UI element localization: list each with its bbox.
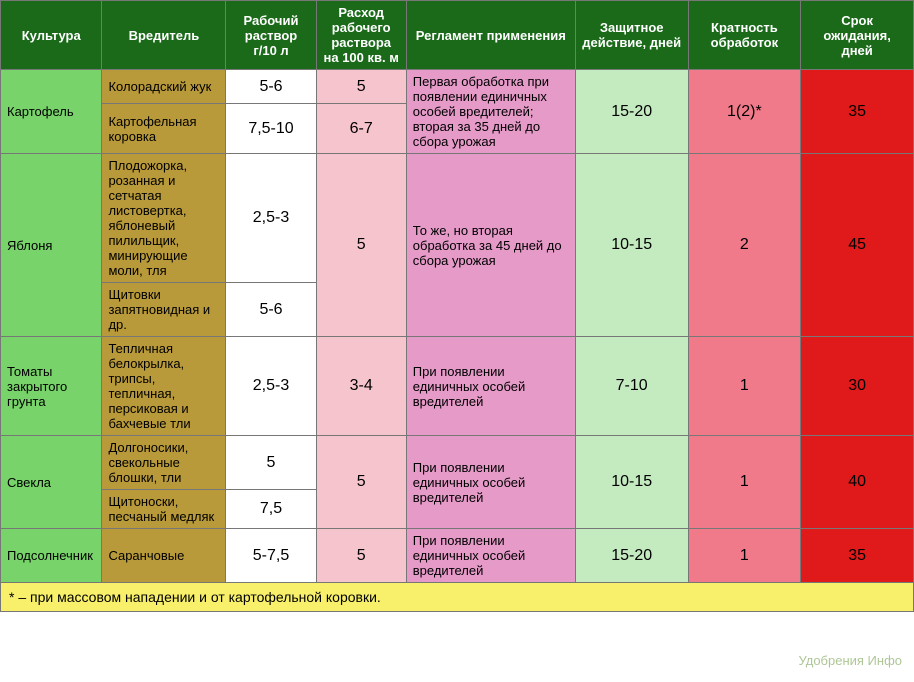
protect-cell: 15-20 <box>575 529 688 583</box>
solution-cell: 5-6 <box>226 283 316 337</box>
multiplicity-cell: 2 <box>688 154 801 337</box>
col-header-7: Срок ожидания, дней <box>801 1 914 70</box>
watermark: Удобрения Инфо <box>798 653 902 668</box>
col-header-4: Регламент применения <box>406 1 575 70</box>
consumption-cell: 6-7 <box>316 104 406 154</box>
regime-cell: При появлении единичных особей вредителе… <box>406 529 575 583</box>
waiting-cell: 45 <box>801 154 914 337</box>
multiplicity-cell: 1(2)* <box>688 70 801 154</box>
regime-cell: При появлении единичных особей вредителе… <box>406 337 575 436</box>
consumption-cell: 5 <box>316 154 406 337</box>
regime-cell: При появлении единичных особей вредителе… <box>406 436 575 529</box>
col-header-5: Защитное действие, дней <box>575 1 688 70</box>
pesticide-table: КультураВредительРабочий раствор г/10 лР… <box>0 0 914 612</box>
culture-cell: Томаты закрытого грунта <box>1 337 102 436</box>
waiting-cell: 35 <box>801 529 914 583</box>
multiplicity-cell: 1 <box>688 337 801 436</box>
table-row: КартофельКолорадский жук5-65Первая обраб… <box>1 70 914 104</box>
table-row: ПодсолнечникСаранчовые5-7,55При появлени… <box>1 529 914 583</box>
waiting-cell: 40 <box>801 436 914 529</box>
culture-cell: Свекла <box>1 436 102 529</box>
solution-cell: 5 <box>226 436 316 490</box>
pest-cell: Плодожорка, розанная и сетчатая листовер… <box>102 154 226 283</box>
multiplicity-cell: 1 <box>688 436 801 529</box>
pest-cell: Колорадский жук <box>102 70 226 104</box>
waiting-cell: 35 <box>801 70 914 154</box>
table-row: Томаты закрытого грунтаТепличная белокры… <box>1 337 914 436</box>
col-header-2: Рабочий раствор г/10 л <box>226 1 316 70</box>
solution-cell: 7,5 <box>226 490 316 529</box>
regime-cell: Первая обработка при появлении единичных… <box>406 70 575 154</box>
multiplicity-cell: 1 <box>688 529 801 583</box>
col-header-3: Расход рабочего раствора на 100 кв. м <box>316 1 406 70</box>
consumption-cell: 3-4 <box>316 337 406 436</box>
culture-cell: Подсолнечник <box>1 529 102 583</box>
footnote: * – при массовом нападении и от картофел… <box>1 583 914 612</box>
protect-cell: 10-15 <box>575 154 688 337</box>
pest-cell: Тепличная белокрылка, трипсы, тепличная,… <box>102 337 226 436</box>
table-row: СвеклаДолгоносики, свекольные блошки, тл… <box>1 436 914 490</box>
col-header-1: Вредитель <box>102 1 226 70</box>
protect-cell: 10-15 <box>575 436 688 529</box>
consumption-cell: 5 <box>316 529 406 583</box>
solution-cell: 2,5-3 <box>226 337 316 436</box>
solution-cell: 2,5-3 <box>226 154 316 283</box>
pest-cell: Щитоноски, песчаный медляк <box>102 490 226 529</box>
waiting-cell: 30 <box>801 337 914 436</box>
col-header-6: Кратность обработок <box>688 1 801 70</box>
col-header-0: Культура <box>1 1 102 70</box>
table-row: ЯблоняПлодожорка, розанная и сетчатая ли… <box>1 154 914 283</box>
culture-cell: Яблоня <box>1 154 102 337</box>
protect-cell: 15-20 <box>575 70 688 154</box>
footnote-row: * – при массовом нападении и от картофел… <box>1 583 914 612</box>
header-row: КультураВредительРабочий раствор г/10 лР… <box>1 1 914 70</box>
solution-cell: 7,5-10 <box>226 104 316 154</box>
pest-cell: Картофельная коровка <box>102 104 226 154</box>
regime-cell: То же, но вторая обработка за 45 дней до… <box>406 154 575 337</box>
pest-cell: Саранчовые <box>102 529 226 583</box>
culture-cell: Картофель <box>1 70 102 154</box>
pest-cell: Щитовки запятновидная и др. <box>102 283 226 337</box>
solution-cell: 5-6 <box>226 70 316 104</box>
protect-cell: 7-10 <box>575 337 688 436</box>
pest-cell: Долгоносики, свекольные блошки, тли <box>102 436 226 490</box>
solution-cell: 5-7,5 <box>226 529 316 583</box>
consumption-cell: 5 <box>316 436 406 529</box>
consumption-cell: 5 <box>316 70 406 104</box>
